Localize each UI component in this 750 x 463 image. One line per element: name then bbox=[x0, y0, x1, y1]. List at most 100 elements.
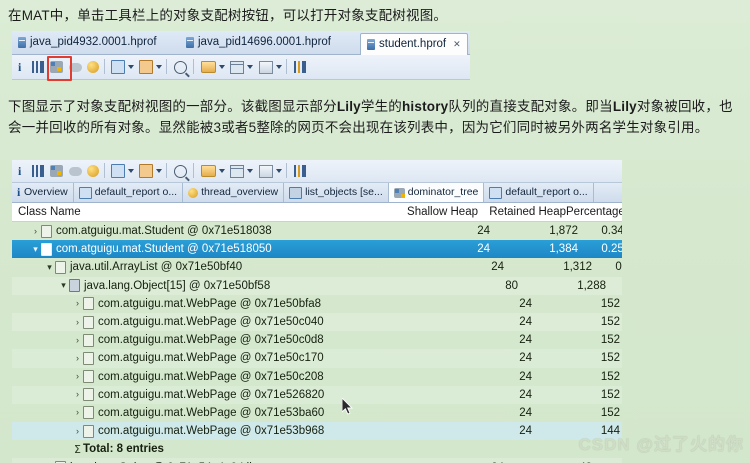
chevron-right-icon[interactable]: › bbox=[76, 316, 79, 327]
list-icon bbox=[289, 186, 303, 199]
watermark: CSDN @过了火的你 bbox=[579, 430, 744, 455]
table-row[interactable]: ▾ java.util.ArrayList @ 0x71e50bf40 24 1,31… bbox=[12, 258, 622, 276]
tab-thread-overview[interactable]: thread_overview bbox=[183, 183, 285, 202]
dominator-tree-icon[interactable] bbox=[50, 165, 63, 177]
tab-label: default_report o... bbox=[505, 186, 588, 198]
chevron-down-icon[interactable]: ▾ bbox=[61, 280, 66, 291]
close-icon[interactable]: ✕ bbox=[453, 39, 461, 49]
report-icon[interactable] bbox=[111, 164, 125, 178]
path-to-gc-roots-icon[interactable] bbox=[69, 166, 82, 176]
chevron-down-icon[interactable] bbox=[247, 65, 253, 69]
tab-dominator-tree[interactable]: dominator_tree bbox=[388, 183, 485, 202]
open-query-icon[interactable] bbox=[201, 165, 216, 177]
object-icon bbox=[55, 260, 66, 274]
row-retained-heap: 1,384 bbox=[549, 243, 578, 256]
tab-default-report-1[interactable]: default_report o... bbox=[74, 183, 184, 202]
chevron-right-icon[interactable]: › bbox=[76, 371, 79, 382]
column-header-shallow-heap[interactable]: Shallow Heap bbox=[407, 206, 478, 218]
table-row[interactable]: › com.atguigu.mat.WebPage @ 0x71e50c208 24… bbox=[12, 368, 622, 386]
table-row[interactable]: › com.atguigu.mat.WebPage @ 0x71e50c040 24… bbox=[12, 312, 622, 332]
table-row[interactable]: › com.atguigu.mat.WebPage @ 0x71e53b968 24… bbox=[12, 422, 622, 441]
overview-info-icon[interactable]: i bbox=[18, 163, 22, 178]
oql-icon[interactable] bbox=[87, 165, 99, 177]
row-retained-heap: 152 bbox=[600, 388, 620, 401]
report-icon bbox=[78, 186, 92, 199]
chevron-right-icon[interactable]: › bbox=[76, 352, 79, 363]
dominator-tree-icon[interactable] bbox=[50, 61, 63, 73]
compare-icon[interactable] bbox=[294, 165, 306, 177]
histogram-icon[interactable] bbox=[32, 165, 44, 177]
table-row[interactable]: › com.atguigu.mat.WebPage @ 0x71e50c170 24… bbox=[12, 349, 622, 368]
chevron-down-icon[interactable] bbox=[247, 169, 253, 173]
column-header-retained-heap[interactable]: Retained Heap bbox=[489, 206, 566, 218]
export-icon[interactable] bbox=[259, 60, 273, 74]
query-browser-icon[interactable] bbox=[174, 60, 187, 74]
row-retained-heap: 152 bbox=[600, 406, 620, 419]
window-layout-icon[interactable] bbox=[230, 164, 244, 178]
tab-student-hprof[interactable]: student.hprof ✕ bbox=[360, 33, 468, 55]
tab-label: java_pid14696.0001.hprof bbox=[198, 36, 332, 48]
row-retained-heap: 144 bbox=[600, 425, 620, 438]
object-icon bbox=[41, 224, 52, 238]
chevron-down-icon[interactable] bbox=[156, 169, 162, 173]
window-layout-icon[interactable] bbox=[230, 60, 244, 74]
paragraph-description: 下图显示了对象支配树视图的一部分。该截图显示部分Lily学生的history队列… bbox=[8, 96, 743, 138]
table-row[interactable]: ›java.lang.String @ 0x71e54a4e0 Lily2448 bbox=[12, 458, 622, 463]
table-header: Class Name Shallow Heap Retained Heap Pe… bbox=[12, 203, 622, 222]
report-icon[interactable] bbox=[111, 60, 125, 74]
row-percentage: 0.03% bbox=[620, 316, 622, 328]
chevron-down-icon[interactable] bbox=[276, 169, 282, 173]
chevron-right-icon[interactable]: › bbox=[34, 225, 37, 236]
export-icon[interactable] bbox=[259, 164, 273, 178]
chevron-down-icon[interactable] bbox=[219, 169, 225, 173]
chevron-down-icon[interactable]: ▾ bbox=[47, 261, 52, 272]
chevron-right-icon[interactable]: › bbox=[76, 334, 79, 345]
tab-list-objects[interactable]: list_objects [se... bbox=[284, 183, 389, 202]
leak-suspects-icon[interactable] bbox=[139, 164, 153, 178]
chevron-down-icon[interactable] bbox=[276, 65, 282, 69]
table-row[interactable]: › com.atguigu.mat.WebPage @ 0x71e50c0d8 24… bbox=[12, 331, 622, 349]
column-header-class-name[interactable]: Class Name bbox=[18, 206, 81, 218]
row-retained-heap: 1,312 bbox=[563, 261, 592, 274]
chevron-down-icon[interactable]: ▾ bbox=[33, 243, 38, 254]
chevron-down-icon[interactable] bbox=[128, 65, 134, 69]
object-icon bbox=[83, 297, 94, 311]
column-header-percentage[interactable]: Percentage bbox=[566, 206, 622, 218]
chevron-right-icon[interactable]: › bbox=[76, 298, 79, 309]
table-row[interactable]: › com.atguigu.mat.Student @ 0x71e518038 24… bbox=[12, 222, 622, 240]
row-shallow-heap: 24 bbox=[396, 462, 504, 463]
open-query-icon[interactable] bbox=[201, 61, 216, 73]
leak-suspects-icon[interactable] bbox=[139, 60, 153, 74]
row-retained-heap: 152 bbox=[600, 352, 620, 365]
histogram-icon[interactable] bbox=[32, 61, 44, 73]
chevron-down-icon[interactable] bbox=[128, 169, 134, 173]
table-row[interactable]: › com.atguigu.mat.WebPage @ 0x71e526820 24… bbox=[12, 385, 622, 404]
chevron-right-icon[interactable]: › bbox=[76, 407, 79, 418]
table-row[interactable]: ▾ com.atguigu.mat.Student @ 0x71e518050 24… bbox=[12, 240, 622, 259]
row-shallow-heap: 24 bbox=[491, 261, 504, 274]
dominator-tree-table-body[interactable]: › com.atguigu.mat.Student @ 0x71e518038 24… bbox=[12, 222, 622, 463]
tab-default-report-2[interactable]: default_report o... bbox=[484, 183, 594, 202]
tab-overview[interactable]: i Overview bbox=[12, 183, 74, 202]
tab-java-pid4932[interactable]: java_pid4932.0001.hprof bbox=[12, 32, 163, 53]
overview-info-icon[interactable]: i bbox=[18, 59, 22, 74]
mat-editor-panel-top: java_pid4932.0001.hprof java_pid14696.00… bbox=[12, 31, 470, 81]
row-shallow-heap: 24 bbox=[519, 297, 532, 310]
oql-icon[interactable] bbox=[87, 61, 99, 73]
view-tabstrip: i Overview default_report o... thread_ov… bbox=[12, 183, 622, 203]
chevron-down-icon[interactable] bbox=[219, 65, 225, 69]
table-row[interactable]: Σ Total: 8 entries bbox=[12, 440, 622, 458]
chevron-down-icon[interactable] bbox=[156, 65, 162, 69]
table-row[interactable]: › com.atguigu.mat.WebPage @ 0x71e53ba60 24… bbox=[12, 404, 622, 422]
compare-icon[interactable] bbox=[294, 61, 306, 73]
chevron-right-icon[interactable]: › bbox=[76, 389, 79, 400]
path-to-gc-roots-icon[interactable] bbox=[69, 62, 82, 72]
query-browser-icon[interactable] bbox=[174, 164, 187, 178]
chevron-right-icon[interactable]: › bbox=[76, 425, 79, 436]
table-row[interactable]: ▾ java.lang.Object[15] @ 0x71e50bf58 80 1,2… bbox=[12, 276, 622, 295]
row-retained-heap: 152 bbox=[600, 334, 620, 347]
tab-java-pid14696[interactable]: java_pid14696.0001.hprof bbox=[180, 32, 337, 53]
report-icon bbox=[489, 186, 503, 199]
heap-dump-tabstrip: java_pid4932.0001.hprof java_pid14696.00… bbox=[12, 31, 470, 55]
table-row[interactable]: › com.atguigu.mat.WebPage @ 0x71e50bfa8 24… bbox=[12, 295, 622, 313]
